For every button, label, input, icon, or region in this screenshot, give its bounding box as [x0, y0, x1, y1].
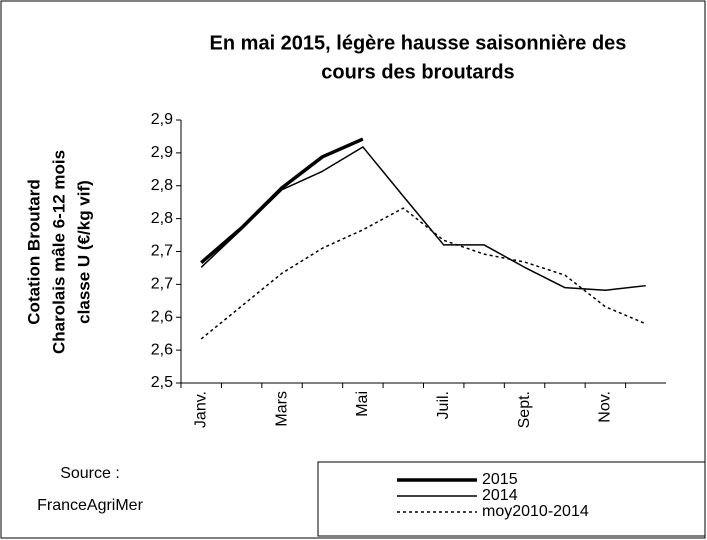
legend-label: 2015 — [482, 471, 518, 488]
y-axis-title-line: Cotation Broutard — [24, 179, 43, 324]
legend-label: 2014 — [482, 487, 518, 504]
y-tick-label: 2,7 — [151, 276, 173, 293]
y-tick-label: 2,6 — [151, 341, 173, 358]
y-tick-label: 2,8 — [151, 210, 173, 227]
chart-title: cours des broutards — [321, 61, 514, 83]
x-tick-label: Mars — [273, 391, 290, 427]
series-line — [200, 146, 646, 292]
y-tick-label: 2,6 — [151, 308, 173, 325]
x-tick-label: Janv. — [192, 391, 209, 428]
y-axis-title-line: classe U (€/kg vif) — [74, 180, 93, 324]
y-axis-title-line: Charolais mâle 6-12 mois — [49, 150, 68, 354]
x-tick-label: Juil. — [435, 391, 452, 419]
y-tick-label: 2,7 — [151, 243, 173, 260]
y-tick-label: 2,9 — [151, 111, 173, 128]
source: FranceAgriMer — [37, 497, 143, 514]
y-tick-label: 2,9 — [151, 144, 173, 161]
y-tick-label: 2,8 — [151, 177, 173, 194]
x-tick-label: Mai — [354, 391, 371, 417]
series-line — [200, 137, 364, 265]
legend-label: moy2010-2014 — [482, 503, 589, 520]
y-tick-label: 2,5 — [151, 374, 173, 391]
series-line — [200, 207, 647, 340]
legend — [317, 461, 706, 537]
source: Source : — [60, 465, 120, 482]
x-tick-label: Nov. — [597, 391, 614, 423]
y-axis-title: Cotation Broutard Charolais mâle 6-12 mo… — [24, 150, 93, 354]
chart-title: En mai 2015, légère hausse saisonnière d… — [210, 32, 627, 54]
x-tick-label: Sept. — [516, 391, 533, 428]
